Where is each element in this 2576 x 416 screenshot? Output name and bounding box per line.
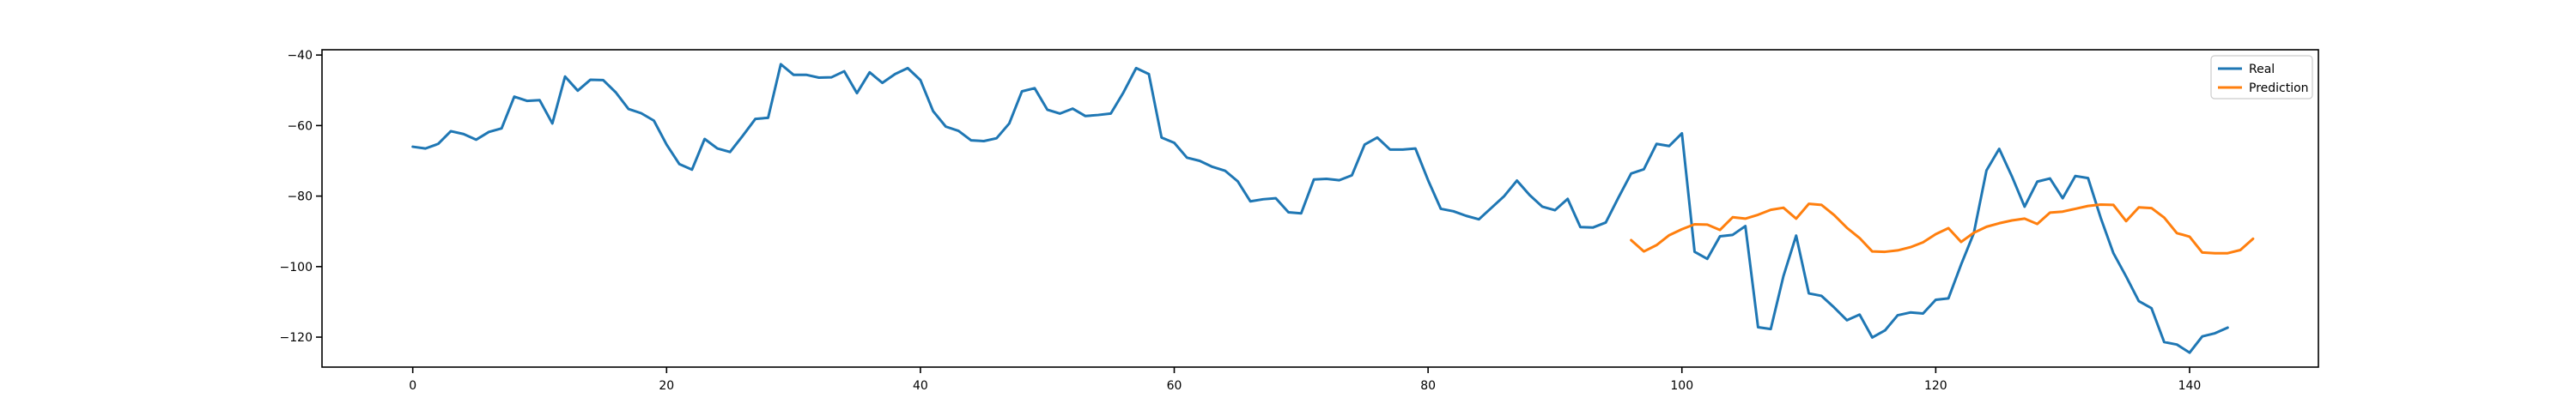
y-tick-label: −80 <box>287 190 313 204</box>
x-tick-label: 80 <box>1420 379 1436 393</box>
x-tick-label: 120 <box>1924 379 1947 393</box>
legend: Real Prediction <box>2210 55 2313 99</box>
plot-frame <box>321 49 2319 368</box>
y-tick-label: −120 <box>280 331 313 345</box>
legend-label-prediction: Prediction <box>2249 81 2309 95</box>
x-tick-label: 100 <box>1670 379 1693 393</box>
x-tick-label: 20 <box>659 379 674 393</box>
x-tick-label: 140 <box>2178 379 2202 393</box>
legend-label-real: Real <box>2249 63 2275 76</box>
series-line-real <box>411 63 2229 354</box>
axes-layer: 0 20 40 60 80 100 120 140 −120 −100 −80 −60 −40 <box>280 49 2319 393</box>
x-tick-label: 60 <box>1167 379 1182 393</box>
y-tick-label: −40 <box>287 49 313 63</box>
y-tick-label: −100 <box>280 261 313 274</box>
x-tick-label: 40 <box>913 379 928 393</box>
series-line-prediction <box>1630 202 2255 255</box>
y-tick-label: −60 <box>287 119 313 133</box>
x-tick-label: 0 <box>409 379 416 393</box>
series-layer <box>411 63 2255 354</box>
